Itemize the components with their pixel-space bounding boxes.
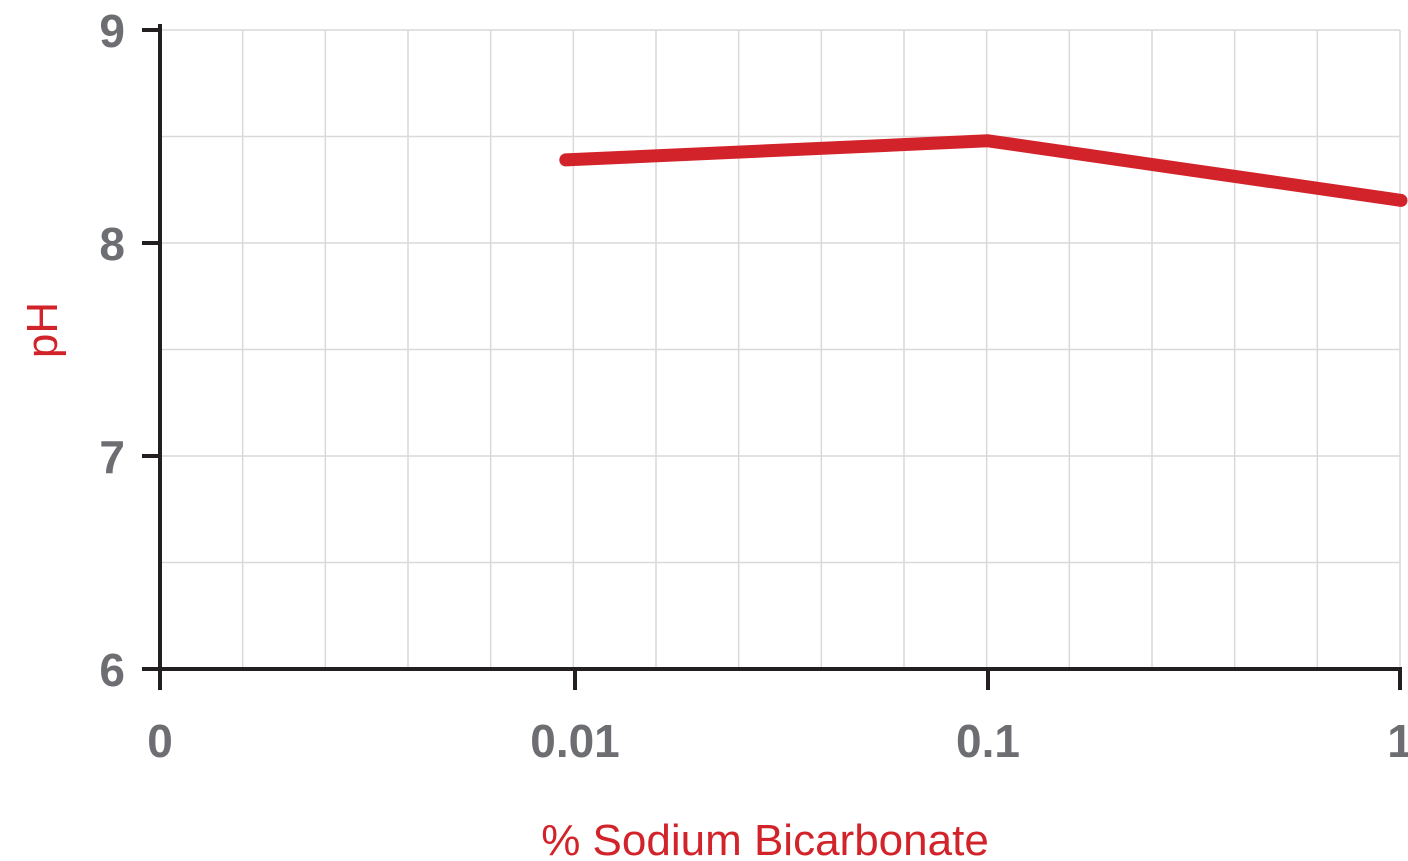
tick-marks bbox=[142, 28, 1402, 690]
x-tick-label: 1 bbox=[1387, 715, 1408, 767]
x-tick-label: 0.01 bbox=[530, 715, 620, 767]
y-axis-title: pH bbox=[18, 302, 67, 358]
x-axis-title: % Sodium Bicarbonate bbox=[541, 816, 989, 861]
series-line bbox=[559, 134, 1408, 207]
y-tick-label: 7 bbox=[99, 431, 125, 483]
tick-labels: 6 7 8 9 0 0.01 0.1 1 bbox=[99, 5, 1408, 767]
y-tick-label: 8 bbox=[99, 218, 125, 270]
x-tick-label: 0.1 bbox=[956, 715, 1020, 767]
grid-lines bbox=[160, 29, 1401, 669]
series-group bbox=[559, 134, 1408, 207]
x-tick-label: 0 bbox=[147, 715, 173, 767]
y-tick-label: 6 bbox=[99, 644, 125, 696]
axes bbox=[158, 24, 1402, 671]
y-tick-label: 9 bbox=[99, 5, 125, 57]
